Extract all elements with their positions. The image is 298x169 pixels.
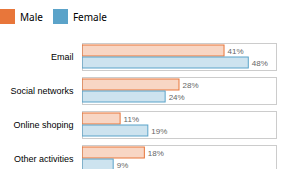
- svg-text:Online shoping: Online shoping: [13, 120, 73, 130]
- svg-text:19%: 19%: [151, 127, 167, 136]
- html-text:Male: Male: [20, 9, 43, 24]
- svg-text:11%: 11%: [124, 115, 139, 124]
- svg-text:Social networks: Social networks: [10, 86, 74, 96]
- svg-text:28%: 28%: [183, 81, 199, 90]
- svg-text:9%: 9%: [117, 161, 129, 169]
- svg-text:48%: 48%: [252, 59, 268, 68]
- svg-text:24%: 24%: [169, 93, 185, 102]
- svg-text:18%: 18%: [148, 149, 164, 158]
- svg-text:41%: 41%: [228, 47, 244, 56]
- svg-text:Email: Email: [51, 52, 74, 62]
- svg-text:Other activities: Other activities: [14, 154, 74, 164]
- html-text:Female: Female: [72, 9, 107, 24]
